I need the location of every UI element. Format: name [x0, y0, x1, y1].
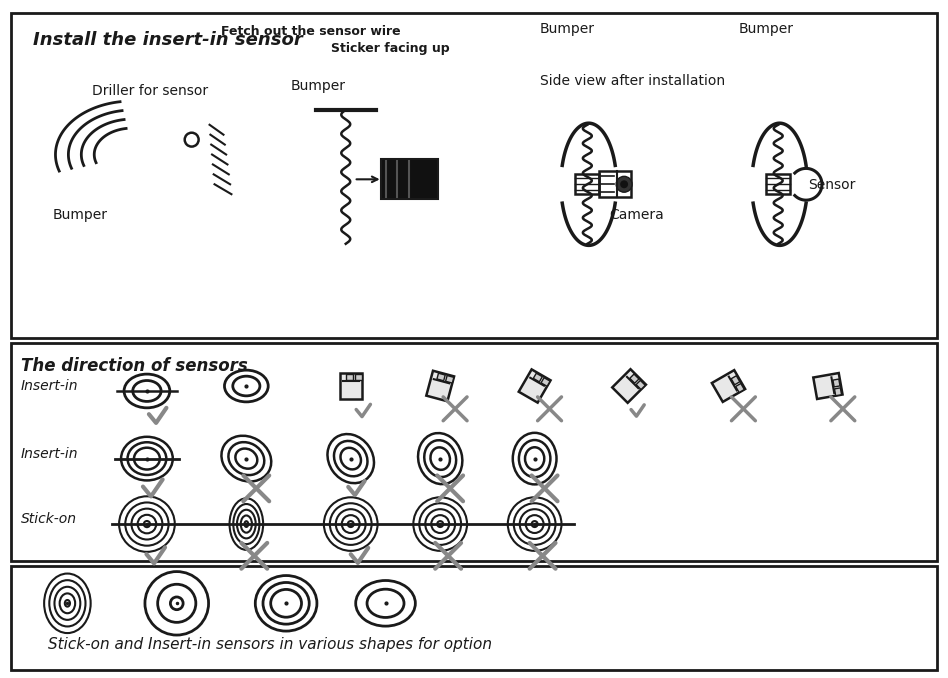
- Polygon shape: [731, 376, 739, 384]
- Polygon shape: [446, 376, 454, 383]
- Text: Insert-in: Insert-in: [21, 447, 78, 460]
- Bar: [766, 174, 790, 194]
- Polygon shape: [636, 380, 646, 390]
- Bar: [10, 13, 938, 338]
- Polygon shape: [339, 373, 362, 399]
- Polygon shape: [541, 378, 550, 386]
- Circle shape: [616, 176, 632, 192]
- Polygon shape: [519, 370, 551, 403]
- Text: Side view after installation: Side view after installation: [539, 74, 724, 88]
- Text: Bumper: Bumper: [291, 79, 346, 93]
- Bar: [10, 566, 938, 671]
- Polygon shape: [427, 371, 454, 401]
- Polygon shape: [629, 374, 639, 383]
- Text: Camera: Camera: [610, 208, 664, 222]
- Polygon shape: [712, 370, 745, 402]
- Polygon shape: [813, 373, 843, 399]
- Text: Stick-on and Insert-in sensors in various shapes for option: Stick-on and Insert-in sensors in variou…: [47, 637, 491, 652]
- Bar: [10, 343, 938, 561]
- Polygon shape: [736, 384, 744, 393]
- Text: Install the insert-in sensor: Install the insert-in sensor: [32, 31, 302, 49]
- Polygon shape: [833, 379, 840, 387]
- Polygon shape: [534, 373, 542, 382]
- Text: Sticker facing up: Sticker facing up: [331, 42, 449, 56]
- Text: Insert-in: Insert-in: [21, 379, 78, 393]
- Text: Sensor: Sensor: [808, 178, 855, 193]
- Polygon shape: [437, 373, 446, 381]
- Text: Stick-on: Stick-on: [21, 512, 77, 526]
- Text: Bumper: Bumper: [52, 208, 107, 222]
- Text: Bumper: Bumper: [738, 22, 793, 35]
- Polygon shape: [612, 370, 646, 403]
- Bar: [599, 172, 631, 197]
- Text: Driller for sensor: Driller for sensor: [92, 84, 209, 98]
- Text: The direction of sensors: The direction of sensors: [21, 357, 247, 375]
- Bar: [575, 174, 599, 194]
- Circle shape: [620, 180, 629, 188]
- Text: Fetch out the sensor wire: Fetch out the sensor wire: [222, 24, 401, 37]
- Polygon shape: [355, 374, 362, 380]
- Polygon shape: [346, 374, 353, 380]
- Polygon shape: [834, 388, 842, 396]
- Bar: [380, 159, 438, 199]
- Text: Bumper: Bumper: [539, 22, 594, 35]
